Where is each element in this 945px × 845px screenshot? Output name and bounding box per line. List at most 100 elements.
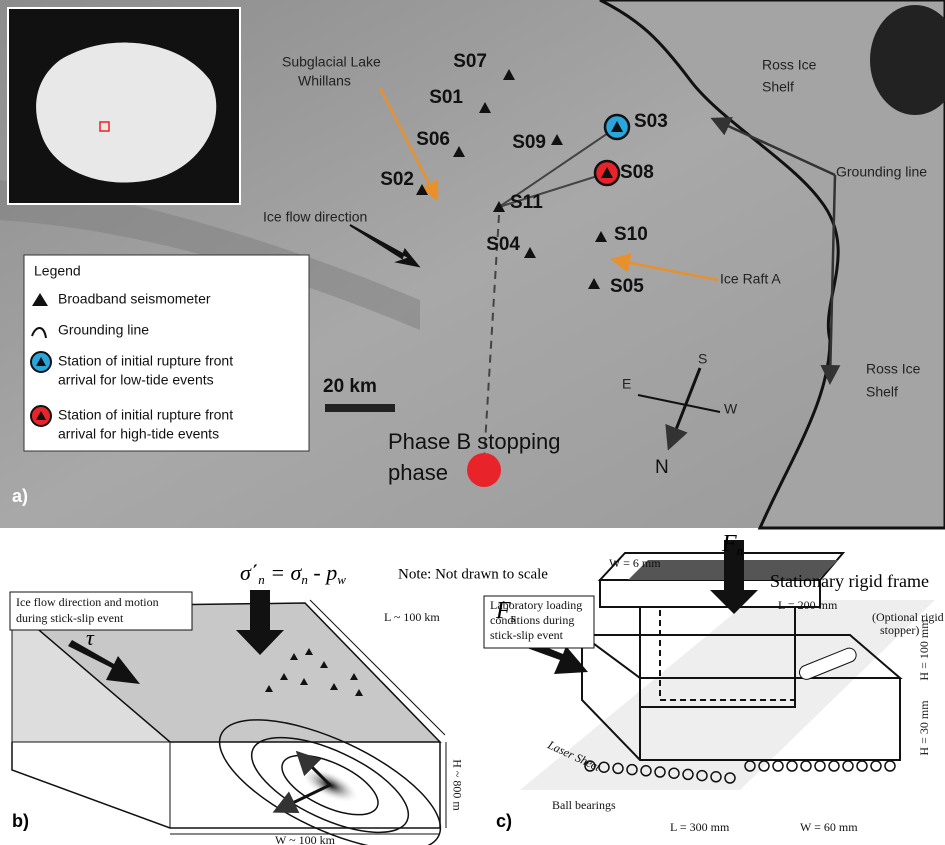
lab-box (483, 595, 595, 649)
antarctica (36, 42, 217, 183)
map-label: Shelf (762, 79, 794, 95)
station-label: S02 (380, 169, 414, 190)
map-label: Grounding line (836, 164, 927, 180)
dimension-label: L = 300 mm (670, 820, 730, 834)
station-marker (416, 184, 428, 195)
legend-box (23, 254, 310, 452)
dimension (309, 599, 446, 736)
legend-text: Station of initial rupture front (58, 407, 233, 423)
map-label: Ice flow direction (263, 209, 367, 225)
legend-text: Station of initial rupture front (58, 353, 233, 369)
box-text: Ice flow direction and motion (16, 595, 159, 609)
panel-label: a) (12, 486, 28, 506)
stations: S07 S01 S06 S09 S03 S08 S02 S11 S10 S04 S05 (380, 51, 668, 297)
bearing (682, 768, 694, 781)
box-text: conditions during (490, 613, 574, 627)
rupture-ellipses (218, 719, 442, 845)
grounding-arrow (710, 117, 836, 177)
note-box (9, 591, 193, 631)
map-label: Whillans (298, 73, 351, 89)
stopper-label: (Optional rigid (872, 610, 944, 624)
station-label: S01 (429, 87, 463, 108)
force-part: n (737, 543, 744, 558)
map-label: Ice Raft A (720, 271, 781, 287)
dimension-label: W = 6 mm (609, 556, 661, 570)
eq-part: w (337, 572, 346, 587)
normal-arrow (236, 590, 284, 655)
station-label: S04 (486, 234, 520, 255)
legend-title: Legend (34, 263, 81, 279)
legend-symbol (36, 411, 46, 420)
station-label: S09 (512, 132, 546, 153)
legend-text: Broadband seismometer (58, 291, 211, 307)
station-label: S10 (614, 224, 648, 245)
station-label: S03 (634, 111, 668, 132)
frame-label: Stationary rigid frame (770, 571, 929, 591)
eq-part: n (258, 572, 265, 587)
map-label: Ross Ice (866, 361, 921, 377)
bearing (828, 760, 840, 772)
eq-part: = σ (265, 560, 303, 585)
note: Note: Not drawn to scale (398, 566, 548, 582)
tau: τ (86, 625, 95, 650)
legend-symbol (36, 357, 46, 366)
bearing (668, 767, 680, 779)
legend-symbol (32, 293, 48, 306)
station-marker (588, 278, 600, 289)
station-label: S07 (453, 51, 487, 72)
panel-label: c) (496, 811, 512, 831)
dimension-label: H = 30 mm (917, 700, 931, 756)
bearing (786, 760, 798, 772)
dimension-label: L = 200 mm (778, 598, 838, 612)
inset-marker (99, 121, 110, 132)
eq-part: σ΄ (240, 560, 258, 585)
station-marker (524, 247, 536, 258)
phase-label: Phase B stopping (388, 429, 560, 454)
bearing (612, 762, 624, 775)
map-label: Subglacial Lake (282, 54, 381, 70)
legend-text: arrival for high-tide events (58, 426, 219, 442)
station-marker (551, 134, 563, 145)
equation: σ΄n = σn - pw (240, 560, 346, 587)
station-label: S08 (620, 162, 654, 183)
shear-arrow (68, 640, 140, 684)
orange-arrow (610, 253, 719, 282)
rupture-arrow (295, 750, 332, 787)
compass-label: E (622, 376, 631, 392)
station-marker (601, 167, 613, 178)
bearing (772, 760, 784, 772)
bearing (758, 760, 770, 772)
panel-b: Ice flow direction and motion during sti… (9, 560, 548, 845)
stopper (798, 647, 857, 680)
bearing (856, 760, 868, 772)
grounding-arrow (820, 174, 841, 385)
flow-arrow (349, 224, 421, 268)
legend-text: Grounding line (58, 322, 149, 338)
connector (498, 126, 618, 208)
connector (498, 172, 608, 208)
eq-part: - p (308, 560, 337, 585)
scale-bar (325, 404, 395, 412)
scale-label: 20 km (323, 376, 377, 397)
dark-region (870, 5, 945, 115)
legend: Legend Broadband seismometer Grounding l… (23, 254, 310, 452)
stopper-label: stopper) (880, 623, 919, 637)
bearing (584, 760, 596, 772)
bearings (584, 760, 896, 784)
block-outline (11, 742, 441, 829)
station-marker (479, 102, 491, 113)
bearing (814, 760, 826, 772)
bearings-label: Ball bearings (552, 798, 616, 812)
bearing (710, 771, 722, 783)
stations-b (265, 648, 363, 696)
bearing (884, 760, 896, 772)
bearing (800, 760, 812, 772)
legend-symbol (31, 327, 47, 339)
station-label: S06 (416, 129, 450, 150)
force-part: F (495, 598, 511, 624)
map-label: Shelf (866, 384, 898, 400)
station-label: S11 (510, 192, 543, 213)
rupture-arrow (272, 783, 331, 814)
bearing (696, 769, 708, 782)
station-marker (595, 231, 607, 242)
